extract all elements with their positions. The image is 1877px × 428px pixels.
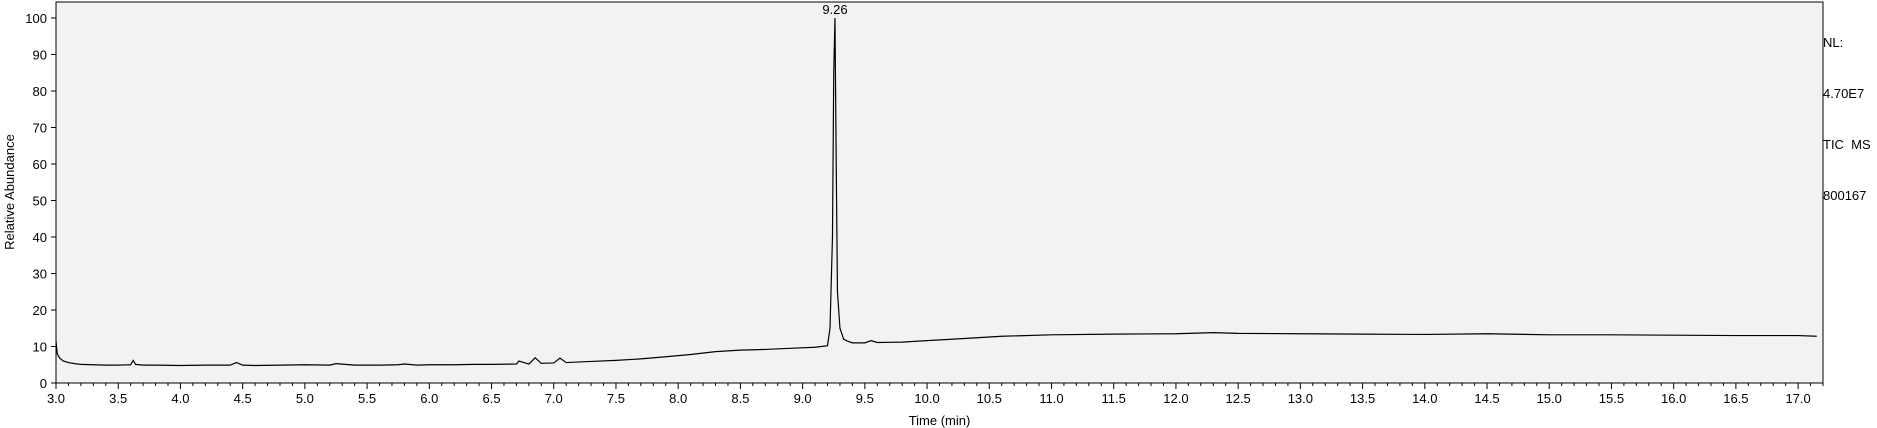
- x-tick-label: 17.0: [1785, 391, 1810, 406]
- y-tick-label: 60: [33, 157, 47, 172]
- x-tick-label: 5.0: [296, 391, 314, 406]
- x-tick-label: 3.0: [47, 391, 65, 406]
- y-tick-label: 50: [33, 194, 47, 209]
- x-tick-label: 15.0: [1537, 391, 1562, 406]
- normalization-info: NL: 4.70E7 TIC MS 800167: [1823, 0, 1871, 221]
- y-tick-label: 90: [33, 48, 47, 63]
- info-line-scan-type: TIC MS: [1823, 137, 1871, 152]
- x-tick-label: 14.0: [1412, 391, 1437, 406]
- y-tick-label: 100: [25, 11, 47, 26]
- x-tick-label: 12.0: [1163, 391, 1188, 406]
- x-tick-label: 16.0: [1661, 391, 1686, 406]
- y-tick-label: 80: [33, 84, 47, 99]
- info-line-nl: NL:: [1823, 35, 1844, 50]
- tic-trace-line: [55, 17, 1817, 367]
- y-tick-label: 10: [33, 340, 47, 355]
- x-axis-title: Time (min): [909, 413, 971, 428]
- x-tick-label: 8.5: [731, 391, 749, 406]
- x-tick-label: 4.0: [171, 391, 189, 406]
- info-line-sample-id: 800167: [1823, 188, 1867, 203]
- y-tick-label: 40: [33, 230, 47, 245]
- x-axis-ticks: 3.0 3.5 4.0 4.5 5.0 5.5 6.0 6.5 7.0 7.5 8.0 8.5 9.0 9…: [47, 383, 1824, 406]
- x-tick-label: 6.5: [482, 391, 500, 406]
- peak-label: 9.26: [822, 2, 847, 17]
- x-tick-label: 11.5: [1102, 391, 1126, 406]
- y-tick-label: 0: [40, 376, 47, 391]
- x-tick-label: 12.5: [1225, 391, 1250, 406]
- y-tick-label: 70: [33, 121, 47, 136]
- x-tick-label: 10.0: [914, 391, 939, 406]
- x-tick-label: 8.0: [669, 391, 687, 406]
- x-tick-label: 7.5: [607, 391, 625, 406]
- x-tick-label: 11.0: [1039, 391, 1063, 406]
- x-tick-label: 14.5: [1474, 391, 1499, 406]
- x-tick-label: 4.5: [234, 391, 252, 406]
- x-tick-label: 10.5: [977, 391, 1002, 406]
- x-tick-label: 9.5: [856, 391, 874, 406]
- x-tick-label: 3.5: [109, 391, 127, 406]
- x-tick-label: 16.5: [1723, 391, 1748, 406]
- y-tick-label: 30: [33, 267, 47, 282]
- x-tick-label: 13.5: [1350, 391, 1375, 406]
- y-tick-label: 20: [33, 303, 47, 318]
- y-axis-title: Relative Abundance: [2, 134, 17, 250]
- x-tick-label: 15.5: [1599, 391, 1624, 406]
- x-tick-label: 13.0: [1288, 391, 1313, 406]
- y-axis-ticks: 0 10 20 30 40 50 60 70 80 90 100: [25, 11, 56, 391]
- x-tick-label: 5.5: [358, 391, 376, 406]
- info-line-nl-value: 4.70E7: [1823, 86, 1865, 101]
- plot-area: [55, 1, 1824, 384]
- x-tick-label: 9.0: [794, 391, 812, 406]
- x-tick-label: 7.0: [545, 391, 563, 406]
- x-tick-label: 6.0: [420, 391, 438, 406]
